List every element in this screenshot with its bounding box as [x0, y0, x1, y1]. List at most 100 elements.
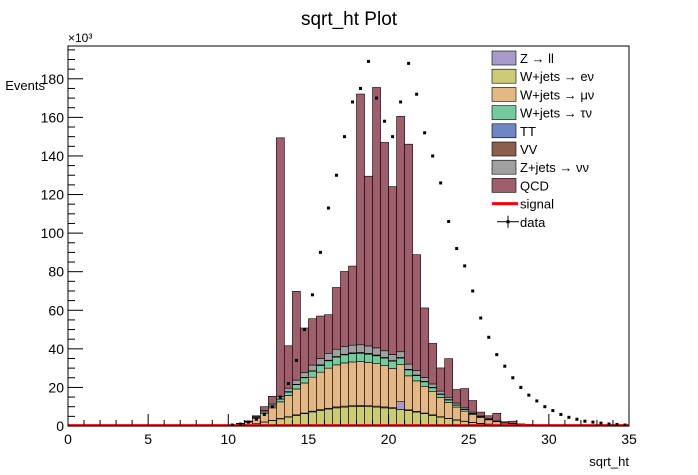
legend-swatch	[491, 178, 517, 193]
bar-z-jets	[340, 346, 349, 355]
legend-swatch	[491, 50, 517, 66]
bar-w-jets	[300, 377, 309, 384]
bar-w-jets	[324, 360, 333, 369]
bar-qcd	[420, 307, 429, 378]
bar-qcd	[436, 367, 445, 392]
bar-w-jets	[348, 361, 357, 407]
bar-qcd	[292, 291, 301, 381]
y-tick-label: 20	[48, 379, 64, 395]
bar-qcd	[388, 186, 397, 355]
legend-label: Z+jets → νν	[520, 160, 589, 175]
legend-swatch	[491, 141, 517, 157]
bar-z-jets	[404, 363, 413, 370]
bar-z-jets	[380, 350, 389, 358]
data-point	[302, 328, 306, 332]
bar-z-jets	[356, 344, 365, 353]
data-point	[439, 181, 443, 185]
bar-w-jets	[388, 360, 397, 369]
bar-w-jets-e	[404, 410, 413, 427]
bar-w-jets	[356, 352, 365, 362]
chart-title: sqrt_ht Plot	[301, 9, 398, 30]
legend-label: TT	[520, 124, 536, 139]
bar-qcd	[396, 116, 405, 353]
legend-marker-data-point	[506, 220, 510, 224]
plot-area: 0 5 10 15 20 25 30 35 0 20 40 60 80 100 120 140 160 180	[41, 45, 637, 447]
legend-swatch	[491, 159, 517, 175]
data-point	[367, 59, 371, 63]
bar-z-jets	[364, 345, 373, 354]
legend-swatch	[491, 105, 517, 120]
data-point	[270, 405, 274, 409]
bar-qcd	[468, 400, 478, 413]
bar-w-jets	[348, 353, 357, 363]
data-point	[391, 135, 395, 139]
bar-z-jets	[308, 364, 317, 372]
bar-w-jets	[276, 401, 285, 419]
data-point	[463, 264, 467, 268]
data-point	[230, 423, 234, 427]
bar-z-jets	[396, 351, 405, 358]
bar-w-jets	[484, 419, 494, 425]
bar-w-jets	[380, 365, 389, 408]
bar-z-jets	[324, 352, 333, 361]
bar-w-jets	[396, 364, 405, 402]
data-point	[503, 364, 507, 368]
bar-w-jets	[412, 375, 421, 382]
bar-qcd	[484, 415, 494, 419]
legend-swatch	[491, 123, 517, 139]
bar-z-jets	[316, 358, 325, 366]
data-point	[359, 86, 363, 90]
y-tick-label: 60	[48, 302, 64, 318]
data-point	[383, 119, 387, 123]
data-point	[615, 422, 619, 426]
data-point	[567, 415, 571, 419]
bar-qcd	[308, 318, 317, 366]
x-tick-label: 15	[301, 431, 317, 447]
data-point	[623, 423, 627, 427]
bar-w-jets	[428, 387, 437, 392]
bar-qcd	[460, 388, 470, 409]
bar-w-jets	[452, 406, 461, 421]
bar-w-jets	[292, 388, 301, 416]
data-point	[407, 61, 411, 65]
bar-z-jets	[348, 344, 357, 354]
bar-w-jets-e	[420, 413, 429, 427]
data-point	[310, 293, 314, 297]
data-point	[607, 422, 611, 426]
bar-qcd	[492, 412, 502, 422]
data-point	[599, 421, 603, 425]
bar-z-ll	[396, 401, 405, 410]
data-point	[527, 393, 531, 397]
legend-label: VV	[520, 142, 538, 157]
bar-w-jets	[428, 391, 437, 416]
bar-w-jets-e	[380, 407, 389, 427]
bar-w-jets	[284, 395, 293, 418]
bar-w-jets	[364, 362, 373, 407]
x-tick-label: 25	[461, 431, 477, 447]
data-point	[246, 420, 250, 424]
bar-qcd	[268, 395, 277, 405]
bar-qcd	[260, 406, 269, 411]
bar-qcd	[372, 87, 381, 349]
bar-w-jets-e	[348, 406, 357, 427]
bar-w-jets	[308, 376, 317, 412]
bar-qcd	[300, 327, 309, 373]
x-tick-label: 20	[381, 431, 397, 447]
bar-qcd	[284, 345, 293, 389]
bar-w-jets	[292, 384, 301, 390]
data-point	[238, 422, 242, 426]
bar-w-jets-e	[300, 413, 309, 427]
y-tick-label: 160	[41, 109, 65, 125]
legend-swatch	[491, 87, 517, 102]
bar-w-jets	[412, 380, 421, 412]
bar-w-jets	[340, 362, 349, 407]
y-tick-label: 80	[48, 264, 64, 280]
bar-w-jets	[372, 363, 381, 407]
data-point	[326, 206, 330, 210]
legend-label: W+jets → μν	[520, 87, 594, 102]
legend-label: Z → ll	[520, 51, 554, 66]
bar-w-jets-e	[332, 407, 341, 427]
y-tick-label: 180	[41, 71, 65, 87]
data-point	[318, 250, 322, 254]
bar-w-jets	[460, 410, 470, 422]
